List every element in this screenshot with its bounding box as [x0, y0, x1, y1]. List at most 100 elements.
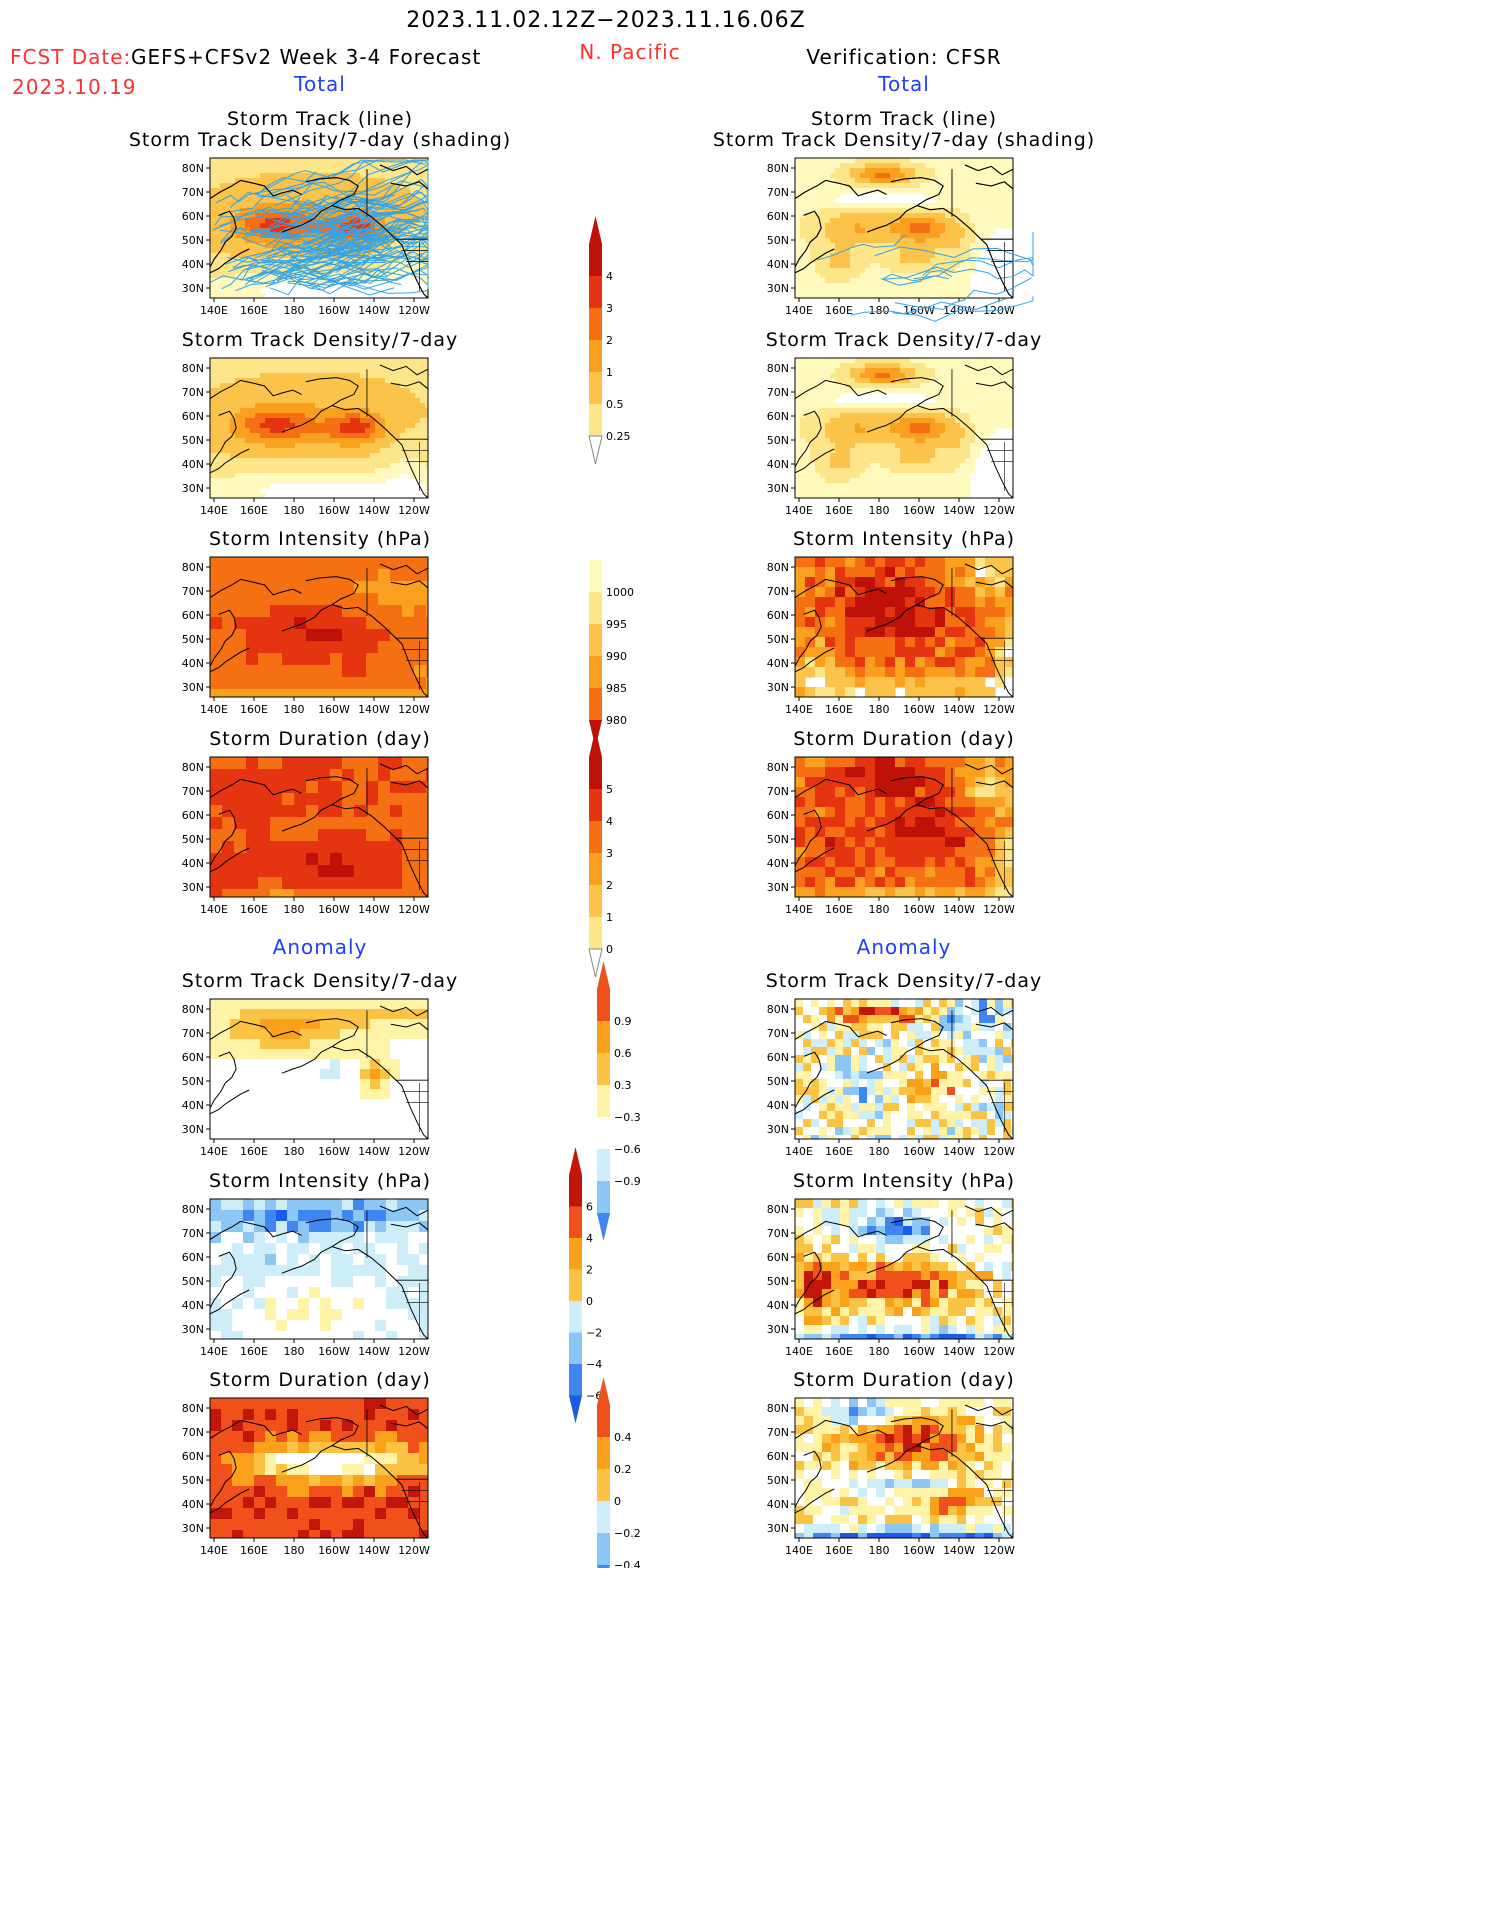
coastline-north-america-west: [916, 604, 1014, 698]
colorbar-segment: [597, 1405, 610, 1438]
coastline-kamchatka: [794, 410, 822, 468]
storm-track-line: [922, 232, 1034, 277]
total-label-right: Total: [878, 72, 930, 96]
lat-tick-label: 70N: [767, 1426, 789, 1439]
coastline-arctic-islands: [964, 563, 1014, 575]
coastline-kurils: [794, 1089, 835, 1115]
storm-track-line: [244, 221, 362, 239]
border-state-3: [418, 242, 428, 262]
lon-tick-label: 180: [869, 304, 890, 317]
title-duration-right: Storm Duration (day): [793, 728, 1015, 750]
coastline-kurils: [794, 1289, 835, 1315]
map-total-track-forecast: 80N 70N 60N 50N 40N 30N 140E 160E 180 160W 140W 120…: [182, 157, 430, 317]
colorbar-segment: [589, 404, 602, 437]
colorbar-label: 5: [606, 783, 613, 796]
coastline-siberia: [209, 1220, 302, 1241]
map-anom-duration-forecast: 80N 70N 60N 50N 40N 30N 140E 160E 180 160W 140W 120…: [182, 1397, 430, 1557]
lon-tick-label: 140E: [200, 703, 228, 716]
lon-tick-label: 140E: [200, 504, 228, 517]
border-state-3: [1003, 242, 1013, 262]
lat-tick-label: 70N: [767, 785, 789, 798]
lat-tick-label: 30N: [767, 482, 789, 495]
lat-tick-label: 60N: [767, 1251, 789, 1264]
storm-track-line: [299, 159, 428, 197]
colorbar-anom-density: 0.9 0.6 0.3 −0.3 −0.6 −0.9: [597, 961, 641, 1241]
coastline-alaska: [281, 776, 359, 832]
colorbar-label: 4: [586, 1232, 593, 1245]
map-total-density-verification: 80N 70N 60N 50N 40N 30N 140E 160E 180 160W 140W 120…: [767, 357, 1015, 517]
lon-tick-label: 160E: [240, 1145, 268, 1158]
lat-tick-label: 40N: [767, 657, 789, 670]
lon-tick-label: 120W: [398, 1145, 430, 1158]
lon-tick-label: 140W: [358, 504, 390, 517]
lon-tick-label: 140W: [943, 903, 975, 916]
coastline-arctic-islands: [379, 164, 429, 176]
lon-tick-label: 160E: [825, 1345, 853, 1358]
lon-tick-label: 120W: [983, 1145, 1015, 1158]
lat-tick-label: 40N: [767, 1299, 789, 1312]
title-anom-intensity-right: Storm Intensity (hPa): [792, 1170, 1016, 1192]
colorbar-top-arrow: [589, 532, 602, 560]
colorbar-top-arrow: [589, 729, 602, 757]
lat-tick-label: 80N: [182, 1402, 204, 1415]
colorbar-anom-intensity: 6 4 2 0 −2 −4 −6: [569, 1147, 602, 1424]
lon-tick-label: 120W: [983, 504, 1015, 517]
lon-tick-label: 160E: [240, 1544, 268, 1557]
coastline-kamchatka: [209, 1051, 237, 1109]
lat-tick-label: 80N: [767, 561, 789, 574]
coastline-arctic-islands: [964, 1005, 1014, 1017]
colorbar-segment: [589, 340, 602, 373]
coastline-kurils: [209, 448, 250, 474]
lon-tick-label: 160E: [825, 1145, 853, 1158]
lat-tick-label: 70N: [767, 1227, 789, 1240]
colorbar-segment: [589, 757, 602, 790]
lat-tick-label: 40N: [182, 857, 204, 870]
lon-tick-label: 140E: [200, 1345, 228, 1358]
coastline-kamchatka: [794, 1251, 822, 1309]
colorbar-top-arrow: [597, 1377, 610, 1405]
coastline-arctic-islands: [379, 364, 429, 376]
coastline-arctic-islands: [379, 563, 429, 575]
storm-track-line: [215, 159, 378, 204]
lon-tick-label: 160W: [318, 304, 350, 317]
lon-tick-label: 160E: [240, 304, 268, 317]
lat-tick-label: 80N: [767, 1203, 789, 1216]
coastline-kamchatka: [794, 210, 822, 268]
storm-track-line: [228, 238, 429, 273]
lat-tick-label: 80N: [767, 362, 789, 375]
coastline-arctic-islands: [379, 1404, 429, 1416]
total-label-left: Total: [294, 72, 346, 96]
coastline-kamchatka: [209, 1251, 237, 1309]
lon-tick-label: 120W: [398, 1544, 430, 1557]
lon-tick-label: 140E: [200, 304, 228, 317]
lon-tick-label: 140E: [785, 1145, 813, 1158]
colorbar-segment: [589, 308, 602, 341]
border-state-3: [418, 641, 428, 661]
title-track-line-left: Storm Track (line): [226, 108, 414, 130]
colorbar-segment: [597, 1085, 610, 1118]
lon-tick-label: 140W: [358, 304, 390, 317]
lat-tick-label: 70N: [767, 186, 789, 199]
lon-tick-label: 120W: [398, 304, 430, 317]
colorbar-label: 0.9: [614, 1015, 632, 1028]
title-duration-left: Storm Duration (day): [209, 728, 431, 750]
border-state-3: [418, 442, 428, 462]
coastline-kurils: [209, 647, 250, 673]
coastline-north-america-west: [916, 1046, 1014, 1140]
storm-track-line: [329, 192, 429, 208]
lat-tick-label: 30N: [182, 881, 204, 894]
coastline-arctic-islands-2: [390, 1421, 429, 1430]
lon-tick-label: 140E: [785, 703, 813, 716]
lat-tick-label: 80N: [182, 362, 204, 375]
lon-tick-label: 140E: [785, 1544, 813, 1557]
storm-track-line: [337, 211, 429, 252]
coastline-kurils: [794, 248, 835, 274]
lat-tick-label: 30N: [767, 681, 789, 694]
coastline-siberia: [794, 578, 887, 599]
lat-tick-label: 30N: [767, 881, 789, 894]
colorbar-label: −0.4: [614, 1559, 641, 1568]
border-state-3: [418, 1083, 428, 1103]
coastline-siberia: [794, 1020, 887, 1041]
storm-track-line: [220, 206, 314, 243]
storm-track-line: [224, 247, 392, 279]
